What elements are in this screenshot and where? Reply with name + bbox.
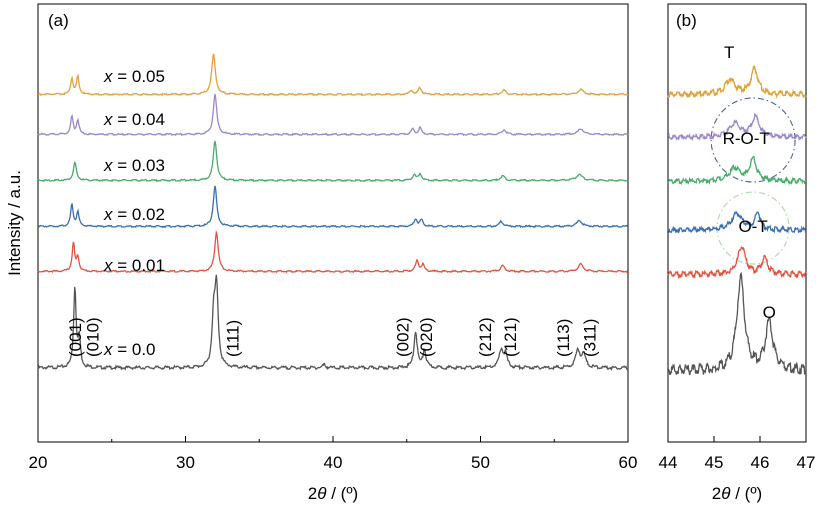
series-label-value: = 0.01 [113, 256, 165, 275]
panel-b-series-line [667, 210, 807, 234]
series-label-variable: x [103, 156, 113, 175]
panel-a-series-label: x = 0.04 [103, 110, 165, 129]
panel-a-series-label: x = 0.0 [103, 340, 156, 359]
panel-b-x-tick-label: 44 [659, 453, 678, 472]
panel-a-series-label: x = 0.02 [103, 205, 165, 224]
panel-a-peak-label: (002) [393, 317, 412, 357]
panel-a-series-line [37, 93, 629, 137]
panel-b-label: (b) [676, 11, 697, 30]
panel-b-phase-label: T [724, 43, 734, 62]
panel-b-x-axis-title: 2θ / (º) [712, 484, 762, 503]
panel-b-phase-label: O [763, 303, 776, 322]
panel-a-x-tick-label: 60 [619, 453, 638, 472]
series-label-variable: x [103, 110, 113, 129]
panel-a-label: (a) [48, 11, 69, 30]
panel-a-series-line [37, 140, 629, 183]
panel-b-series-line [667, 112, 807, 142]
panel-a-series-line [37, 229, 629, 274]
series-label-variable: x [103, 205, 113, 224]
panel-a-series-label: x = 0.01 [103, 256, 165, 275]
panel-b-phase-label: O-T [738, 217, 767, 236]
panel-a-peak-label: (121) [501, 317, 520, 357]
panel-b-x-tick-label: 45 [705, 453, 724, 472]
panel-b-frame [667, 3, 807, 443]
panel-a-series-label: x = 0.03 [103, 156, 165, 175]
panel-b: (b) O O-T R-O-T T 44 45 46 47 2θ / (º) [659, 3, 816, 503]
panel-b-series-line [667, 271, 807, 376]
panel-a-series-group [37, 53, 629, 371]
panel-a-series-labels: x = 0.0x = 0.01x = 0.02x = 0.03x = 0.04x… [103, 67, 165, 359]
panel-b-series-line [667, 65, 807, 99]
series-label-value: = 0.05 [113, 67, 165, 86]
panel-a-x-tick-label: 40 [324, 453, 343, 472]
panel-a-x-tick-label: 30 [176, 453, 195, 472]
series-label-variable: x [103, 67, 113, 86]
panel-b-series-line [667, 155, 807, 186]
panel-a-series-line [37, 53, 629, 97]
panel-a-peak-label: (001) [66, 317, 85, 357]
panel-a-series-line [38, 185, 629, 229]
series-label-value: = 0.0 [113, 340, 156, 359]
panel-a-x-tick-label: 20 [29, 453, 48, 472]
series-label-value: = 0.04 [113, 110, 165, 129]
panel-b-series-group [667, 65, 807, 376]
panel-a-peak-label: (311) [581, 319, 600, 357]
panel-a-annotations: (001)(010) (111) (002) (020) (212) (121) (113)… [66, 317, 600, 357]
panel-a-x-tick-label: 50 [471, 453, 490, 472]
panel-b-x-axis: 44 45 46 47 [659, 436, 816, 472]
panel-a-peak-label: (113) [554, 319, 573, 357]
series-label-value: = 0.03 [113, 156, 165, 175]
panel-a-series-label: x = 0.05 [103, 67, 165, 86]
panel-b-x-tick-label: 47 [797, 453, 816, 472]
panel-a-peak-label: (010) [84, 317, 103, 357]
panel-b-phase-label: R-O-T [723, 129, 770, 148]
series-label-variable: x [103, 340, 113, 359]
panel-a-series-line [37, 274, 629, 371]
panel-b-series-line [667, 246, 807, 280]
panel-a-peak-label: (212) [476, 317, 495, 357]
series-label-value: = 0.02 [113, 205, 165, 224]
panel-a-y-axis-title: Intensity / a.u. [5, 170, 24, 276]
panel-b-annotations: O O-T R-O-T T [723, 43, 776, 322]
panel-b-x-tick-label: 46 [751, 453, 770, 472]
series-label-variable: x [103, 256, 113, 275]
panel-a-peak-label: (111) [224, 320, 243, 357]
panel-b-phase-circle [710, 97, 796, 183]
panel-a-x-axis-title: 2θ / (º) [308, 484, 358, 503]
panel-a-x-axis: 20 30 40 50 60 [29, 436, 638, 472]
panel-a-peak-label: (020) [417, 317, 436, 357]
panel-a: (a) x = 0.0x = 0.01x = 0.02x = 0.03x = 0… [5, 3, 638, 503]
